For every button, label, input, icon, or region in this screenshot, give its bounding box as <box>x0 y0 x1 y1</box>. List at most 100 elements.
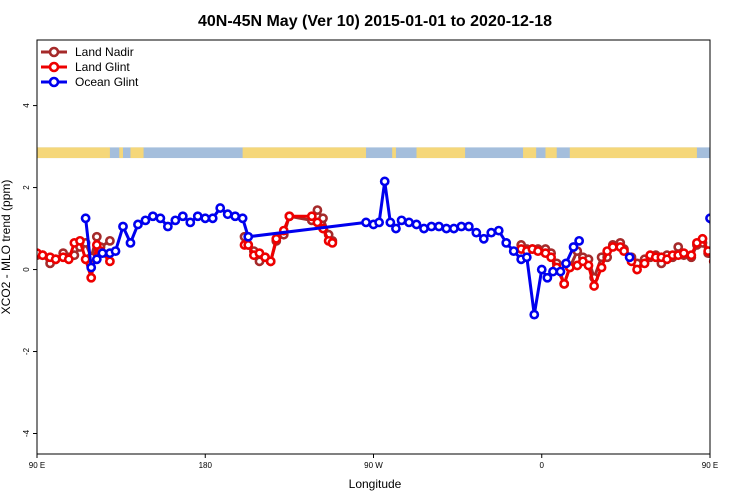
data-point <box>86 272 97 283</box>
series-line <box>84 179 581 317</box>
data-point <box>555 266 566 277</box>
data-point <box>441 223 452 234</box>
data-point <box>697 233 708 244</box>
data-point <box>385 217 396 228</box>
land-segment <box>710 147 750 158</box>
legend-marker <box>48 76 60 88</box>
data-point <box>37 250 48 261</box>
data-point <box>548 266 558 277</box>
data-point <box>50 254 61 265</box>
data-point <box>639 258 650 269</box>
data-point <box>306 211 317 222</box>
data-point <box>419 223 429 234</box>
land-segment <box>569 147 697 159</box>
y-tick-label: 2 <box>22 185 31 190</box>
data-point <box>536 264 547 275</box>
data-point <box>237 213 248 224</box>
data-point <box>133 219 143 230</box>
land-segment <box>545 147 557 159</box>
legend-item: Land Nadir <box>41 45 134 59</box>
x-tick-label: 90 E <box>29 461 45 470</box>
data-point <box>243 240 254 250</box>
land-segment <box>392 147 396 159</box>
ocean-band <box>37 147 710 159</box>
data-point <box>733 247 740 254</box>
data-point <box>271 233 282 244</box>
data-point <box>105 256 115 267</box>
data-point <box>723 258 730 265</box>
data-point <box>619 246 629 256</box>
data-point <box>105 235 115 246</box>
data-point <box>568 242 579 252</box>
data-point <box>478 233 489 244</box>
legend-label: Ocean Glint <box>75 75 139 89</box>
data-point <box>91 231 102 242</box>
data-point <box>391 223 401 234</box>
land-segment <box>119 147 123 159</box>
data-point <box>678 248 689 259</box>
data-point <box>718 243 725 250</box>
land-segment <box>37 147 110 159</box>
legend-item: Land Glint <box>41 60 130 74</box>
data-point <box>561 258 571 269</box>
chart-title: 40N-45N May (Ver 10) 2015-01-01 to 2020-… <box>198 13 552 30</box>
data-point <box>508 246 519 256</box>
y-tick-label: 4 <box>22 103 31 108</box>
legend-label: Land Nadir <box>75 45 134 59</box>
data-point <box>542 272 553 283</box>
data-point <box>148 211 158 222</box>
data-point <box>718 245 725 252</box>
data-point <box>714 233 721 240</box>
y-tick-label: -2 <box>22 347 31 355</box>
x-axis-label: Longitude <box>349 477 402 491</box>
data-point <box>155 213 166 224</box>
data-point <box>177 211 188 222</box>
data-point <box>521 252 532 263</box>
data-point <box>170 215 181 226</box>
land-segment <box>242 147 367 159</box>
data-point <box>740 247 747 254</box>
data-point <box>723 237 730 244</box>
legend-marker <box>48 46 60 58</box>
data-point <box>312 205 323 216</box>
data-point <box>222 209 233 220</box>
data-point <box>714 274 721 281</box>
data-point <box>86 262 97 273</box>
data-point <box>705 213 710 224</box>
data-point <box>80 254 91 265</box>
legend-marker <box>48 61 60 73</box>
data-point <box>125 238 136 248</box>
data-point <box>493 225 504 236</box>
data-point <box>162 221 173 232</box>
data-point <box>118 221 128 232</box>
data-point <box>529 309 540 320</box>
x-tick-label: 0 <box>540 461 545 470</box>
x-tick-label: 180 <box>199 461 213 470</box>
data-point <box>708 252 710 259</box>
data-point <box>471 227 482 238</box>
land-segment <box>523 147 537 159</box>
data-point <box>546 252 556 263</box>
x-tick-label: 90 W <box>364 461 383 470</box>
data-point <box>632 264 642 275</box>
data-point <box>265 256 276 267</box>
data-point <box>501 238 512 248</box>
data-point <box>80 213 91 224</box>
series-line <box>708 218 710 229</box>
data-point <box>463 221 474 232</box>
x-axis: 90 E 180 90 W 0 90 E <box>29 454 718 470</box>
data-point <box>379 176 390 187</box>
data-point <box>426 221 437 232</box>
data-point <box>215 203 226 213</box>
data-point <box>624 252 635 263</box>
data-point <box>411 219 422 230</box>
y-tick-label: 0 <box>22 267 31 272</box>
y-tick-label: -4 <box>22 429 31 437</box>
data-point <box>404 217 414 228</box>
data-point <box>607 242 618 252</box>
data-point <box>243 231 254 242</box>
land-segment <box>416 147 466 159</box>
data-point <box>312 217 323 228</box>
data-point <box>361 217 371 228</box>
